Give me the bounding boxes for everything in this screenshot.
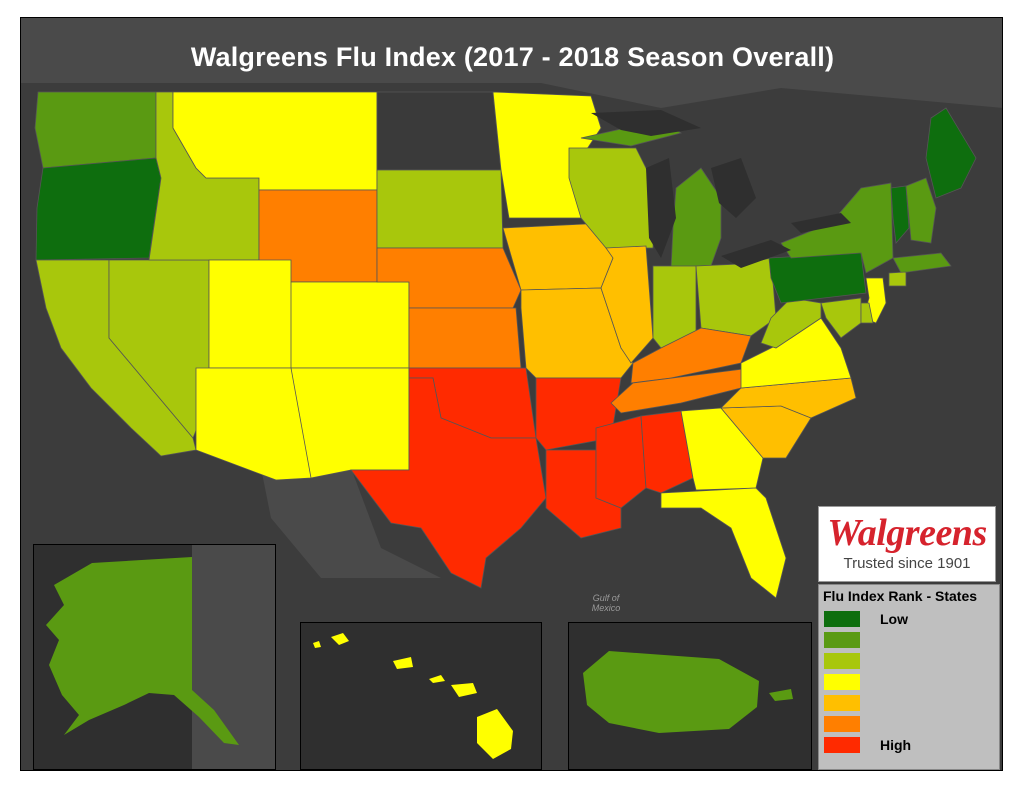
state-florida [660, 487, 787, 599]
legend: Flu Index Rank - States Low High [818, 584, 1000, 770]
great-lakes [591, 110, 851, 268]
legend-item: High [824, 737, 994, 755]
legend-swatch [824, 632, 860, 648]
state-montana [172, 91, 378, 191]
state-connecticut [888, 271, 907, 287]
legend-label: High [880, 737, 912, 753]
legend-item [824, 632, 994, 650]
legend-item [824, 716, 994, 734]
state-delaware [860, 302, 874, 324]
state-washington [34, 91, 157, 169]
states-layer [34, 91, 977, 599]
state-hawaii [313, 633, 513, 759]
state-oregon [35, 157, 162, 261]
state-colorado [290, 281, 410, 369]
legend-swatch [824, 653, 860, 669]
state-vermont [890, 185, 910, 244]
state-south-dakota [376, 169, 504, 249]
state-massachusetts [892, 252, 952, 274]
map-frame: Walgreens Flu Index (2017 - 2018 Season … [20, 17, 1003, 771]
legend-item: Low [824, 611, 994, 629]
state-pennsylvania [768, 252, 867, 304]
us-flu-map [21, 18, 1002, 599]
legend-swatch [824, 695, 860, 711]
state-illinois [600, 245, 654, 364]
state-alaska [46, 557, 239, 745]
state-kansas [408, 307, 522, 369]
legend-item [824, 695, 994, 713]
state-maine [925, 107, 977, 199]
background-land [21, 18, 1002, 578]
legend-swatch [824, 611, 860, 627]
legend-swatch [824, 716, 860, 732]
hawaii-inset [300, 622, 542, 770]
state-maryland [820, 297, 862, 339]
state-new-mexico [290, 367, 410, 479]
state-puerto-rico [583, 651, 759, 733]
alaska-inset [33, 544, 276, 770]
legend-swatch [824, 737, 860, 753]
brand-tagline: Trusted since 1901 [843, 555, 971, 572]
state-mississippi [595, 415, 647, 509]
legend-swatch [824, 674, 860, 690]
state-new-hampshire [905, 177, 937, 244]
map-title: Walgreens Flu Index (2017 - 2018 Season … [190, 42, 835, 72]
legend-title: Flu Index Rank - States [823, 588, 978, 604]
legend-item [824, 674, 994, 692]
state-ohio [695, 257, 777, 337]
state-north-dakota [376, 91, 502, 171]
walgreens-logo: Walgreens Trusted since 1901 [818, 506, 996, 582]
puerto-rico-inset [568, 622, 812, 770]
water-label: Gulf of Mexico [591, 593, 621, 613]
legend-label: Low [880, 611, 908, 627]
state-alabama [640, 410, 694, 494]
legend-item [824, 653, 994, 671]
brand-wordmark: Walgreens [827, 512, 987, 554]
